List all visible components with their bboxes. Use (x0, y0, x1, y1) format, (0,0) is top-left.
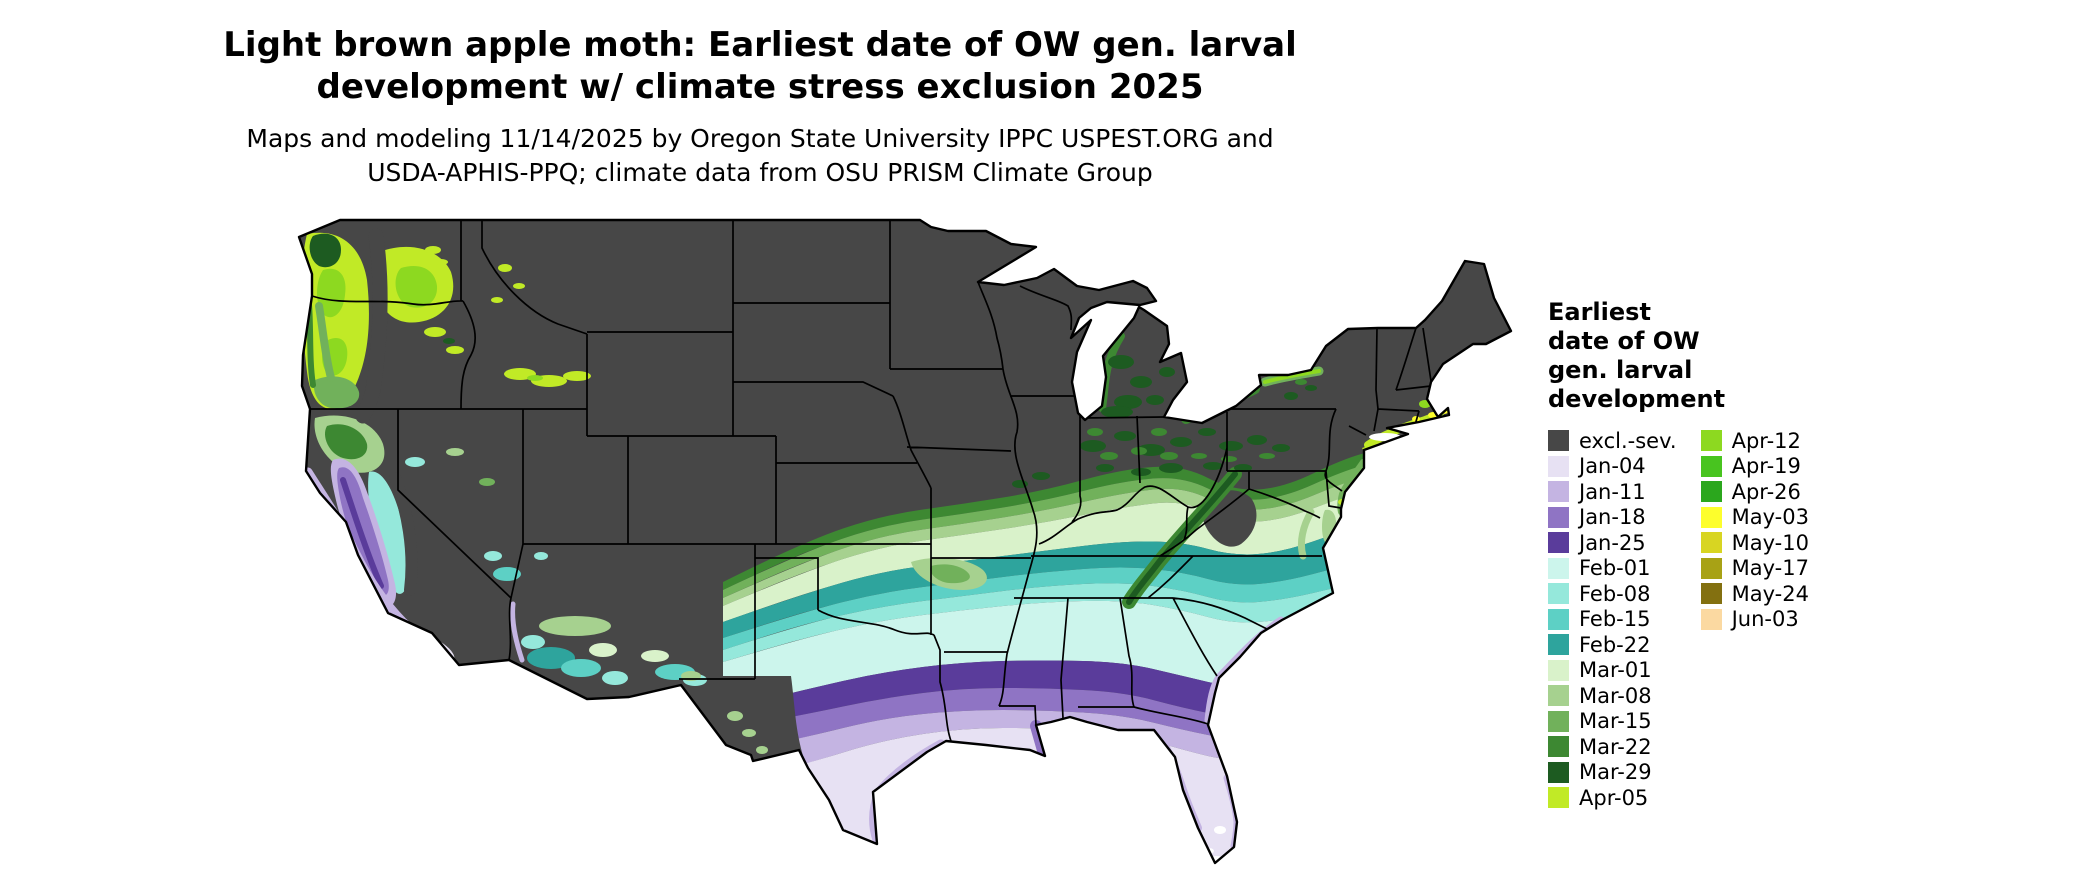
legend-item: Apr-19 (1700, 454, 1809, 480)
legend-item: Mar-22 (1548, 734, 1677, 760)
legend-item: Jan-25 (1548, 530, 1677, 556)
legend-label: May-10 (1731, 530, 1809, 555)
legend-columns: excl.-sev. Jan-04 Jan-11 Jan-18 Jan-25 Feb-01… (1548, 428, 2008, 811)
legend-label: May-24 (1731, 581, 1809, 606)
legend-swatch (1700, 608, 1722, 630)
legend-swatch (1548, 634, 1569, 656)
legend-label: Mar-15 (1579, 709, 1652, 734)
legend-item: Mar-08 (1548, 683, 1677, 709)
legend-title: Earliest date of OW gen. larval developm… (1548, 298, 2008, 414)
legend-item: Feb-08 (1548, 581, 1677, 607)
legend-item: Feb-01 (1548, 556, 1677, 582)
legend-item: Jan-04 (1548, 454, 1677, 480)
us-map (297, 218, 1513, 865)
legend-item: Apr-26 (1700, 479, 1809, 505)
legend-swatch (1548, 532, 1569, 554)
legend-swatch (1548, 761, 1569, 783)
page-subtitle-line1: Maps and modeling 11/14/2025 by Oregon S… (246, 124, 1274, 153)
legend-item: Jan-11 (1548, 479, 1677, 505)
legend-swatch (1548, 608, 1569, 630)
legend-label: Feb-08 (1579, 581, 1651, 606)
legend-swatch (1700, 481, 1722, 503)
legend-item: Feb-22 (1548, 632, 1677, 658)
legend-label: Jan-18 (1579, 505, 1646, 530)
page-title-line2: development w/ climate stress exclusion … (316, 67, 1204, 107)
legend-item: May-03 (1700, 505, 1809, 531)
legend-swatch (1700, 557, 1722, 579)
map-land (299, 220, 1511, 863)
legend-item: Jun-03 (1700, 607, 1809, 633)
legend-label: Mar-22 (1579, 734, 1652, 759)
legend-swatch (1548, 685, 1569, 707)
legend-item: Apr-12 (1700, 428, 1809, 454)
state-borders (310, 220, 1432, 742)
legend-swatch (1700, 583, 1722, 605)
legend-item: excl.-sev. (1548, 428, 1677, 454)
legend-label: Apr-26 (1731, 479, 1801, 504)
page-title: Light brown apple moth: Earliest date of… (0, 24, 1520, 108)
page-subtitle-line2: USDA-APHIS-PPQ; climate data from OSU PR… (367, 158, 1153, 187)
legend-title-line: date of OW (1548, 327, 1700, 355)
legend-title-line: gen. larval (1548, 356, 1693, 384)
legend-swatch (1548, 710, 1569, 732)
legend-item: Feb-15 (1548, 607, 1677, 633)
legend: Earliest date of OW gen. larval developm… (1548, 298, 2008, 811)
legend-swatch (1700, 430, 1722, 452)
legend-label: Apr-12 (1731, 428, 1801, 453)
legend-label: Feb-01 (1579, 556, 1651, 581)
legend-label: Jan-25 (1579, 530, 1646, 555)
legend-label: excl.-sev. (1579, 428, 1677, 453)
legend-item: Mar-01 (1548, 658, 1677, 684)
legend-title-line: development (1548, 385, 1726, 413)
legend-item: May-10 (1700, 530, 1809, 556)
legend-item: May-17 (1700, 556, 1809, 582)
legend-swatch (1548, 787, 1569, 809)
legend-label: Apr-19 (1731, 454, 1801, 479)
legend-label: Jun-03 (1731, 607, 1799, 632)
legend-swatch (1700, 506, 1722, 528)
legend-column: Apr-12 Apr-19 Apr-26 May-03 May-10 May-17 May-… (1700, 428, 1809, 811)
legend-swatch (1548, 455, 1569, 477)
legend-label: Feb-15 (1579, 607, 1651, 632)
us-map-container (283, 210, 1523, 880)
legend-swatch (1700, 455, 1722, 477)
us-outline (297, 218, 1513, 865)
legend-swatch (1548, 481, 1569, 503)
legend-label: Mar-08 (1579, 683, 1652, 708)
legend-item: Apr-05 (1548, 785, 1677, 811)
legend-swatch (1548, 557, 1569, 579)
legend-label: Feb-22 (1579, 632, 1651, 657)
legend-label: May-17 (1731, 556, 1809, 581)
legend-label: Jan-04 (1579, 454, 1646, 479)
legend-column: excl.-sev. Jan-04 Jan-11 Jan-18 Jan-25 Feb-01… (1548, 428, 1677, 811)
legend-swatch (1548, 659, 1569, 681)
legend-title-line: Earliest (1548, 298, 1651, 326)
legend-swatch (1548, 506, 1569, 528)
legend-item: Jan-18 (1548, 505, 1677, 531)
legend-item: Mar-29 (1548, 760, 1677, 786)
legend-swatch (1548, 736, 1569, 758)
legend-label: Apr-05 (1579, 785, 1649, 810)
legend-swatch (1700, 532, 1722, 554)
legend-label: Mar-29 (1579, 760, 1652, 785)
legend-label: Mar-01 (1579, 658, 1652, 683)
legend-label: May-03 (1731, 505, 1809, 530)
legend-item: Mar-15 (1548, 709, 1677, 735)
page-title-line1: Light brown apple moth: Earliest date of… (223, 25, 1297, 65)
legend-swatch (1548, 430, 1569, 452)
legend-swatch (1548, 583, 1569, 605)
legend-item: May-24 (1700, 581, 1809, 607)
legend-label: Jan-11 (1579, 479, 1646, 504)
page-subtitle: Maps and modeling 11/14/2025 by Oregon S… (0, 122, 1520, 190)
